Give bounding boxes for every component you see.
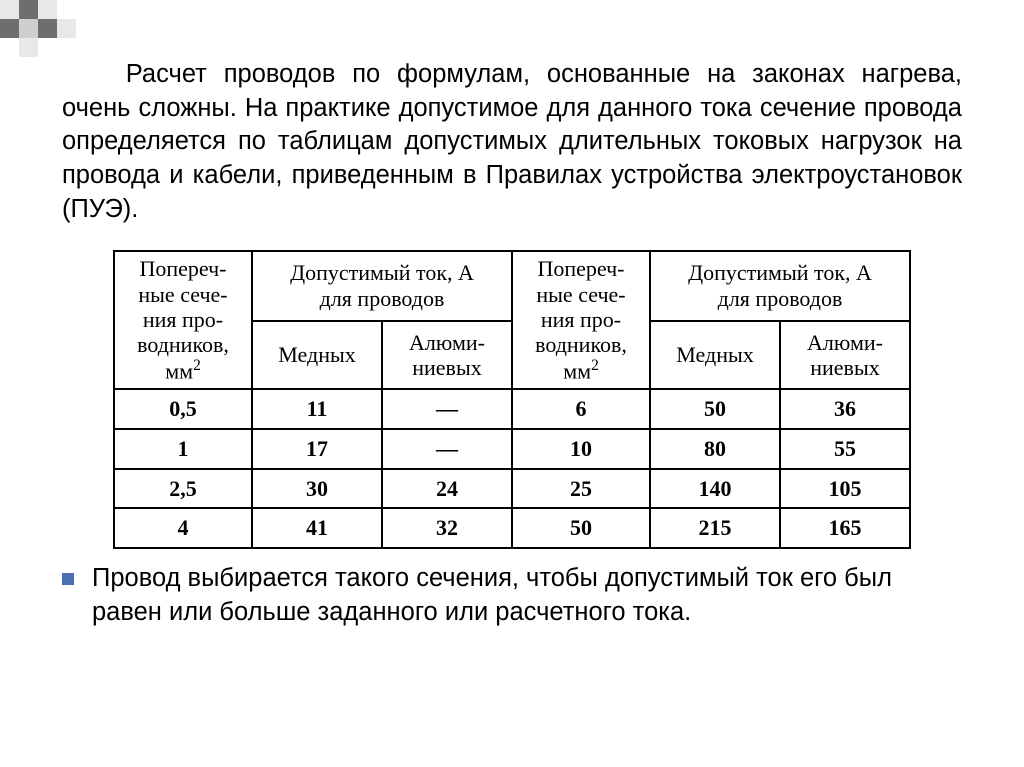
table-row: 4413250215165 — [114, 508, 910, 548]
table-cell: 32 — [382, 508, 512, 548]
decor-square — [19, 38, 38, 57]
bullet-item: Провод выбирается такого сечения, чтобы … — [62, 562, 962, 629]
table-cell: 50 — [650, 389, 780, 429]
table-cell: 11 — [252, 389, 382, 429]
col-current-left: Допустимый ток, А для проводов — [252, 251, 512, 321]
table-cell: — — [382, 389, 512, 429]
table-cell: 50 — [512, 508, 650, 548]
table-cell: 25 — [512, 469, 650, 509]
table-row: 117—108055 — [114, 429, 910, 469]
table-cell: 10 — [512, 429, 650, 469]
table-cell: 55 — [780, 429, 910, 469]
table-cell: 2,5 — [114, 469, 252, 509]
intro-paragraph: Расчет проводов по формулам, основанные … — [62, 58, 962, 226]
table-cell: 24 — [382, 469, 512, 509]
table-cell: 17 — [252, 429, 382, 469]
table-cell: 140 — [650, 469, 780, 509]
col-copper-left: Медных — [252, 321, 382, 389]
decor-square — [0, 19, 19, 38]
col-alum-left: Алюми-ниевых — [382, 321, 512, 389]
decor-square — [19, 0, 38, 19]
wire-current-table: Попереч- ные сече- ния про- водников, мм… — [113, 250, 911, 549]
square-bullet-icon — [62, 573, 74, 585]
decor-square — [38, 19, 57, 38]
table-cell: 6 — [512, 389, 650, 429]
table-row: 2,5302425140105 — [114, 469, 910, 509]
table-cell: 0,5 — [114, 389, 252, 429]
slide-content: Расчет проводов по формулам, основанные … — [0, 0, 1024, 629]
decor-square — [19, 19, 38, 38]
decor-square — [0, 0, 19, 19]
col-copper-right: Медных — [650, 321, 780, 389]
col-alum-right: Алюми-ниевых — [780, 321, 910, 389]
table-cell: 80 — [650, 429, 780, 469]
col-current-right: Допустимый ток, А для проводов — [650, 251, 910, 321]
table-cell: 215 — [650, 508, 780, 548]
table-cell: 105 — [780, 469, 910, 509]
bullet-list: Провод выбирается такого сечения, чтобы … — [62, 562, 962, 629]
table-cell: 1 — [114, 429, 252, 469]
table-body: 0,511—65036117—1080552,53024251401054413… — [114, 389, 910, 548]
table-cell: 165 — [780, 508, 910, 548]
table-cell: 30 — [252, 469, 382, 509]
bullet-text: Провод выбирается такого сечения, чтобы … — [92, 562, 962, 629]
table-row: 0,511—65036 — [114, 389, 910, 429]
table-cell: 41 — [252, 508, 382, 548]
slide-decor — [0, 0, 80, 60]
decor-square — [57, 19, 76, 38]
table-container: Попереч- ные сече- ния про- водников, мм… — [62, 250, 962, 534]
table-cell: — — [382, 429, 512, 469]
decor-square — [38, 0, 57, 19]
table-cell: 36 — [780, 389, 910, 429]
col-cross-section-left: Попереч- ные сече- ния про- водников, мм… — [114, 251, 252, 389]
table-cell: 4 — [114, 508, 252, 548]
col-cross-section-right: Попереч- ные сече- ния про- водников, мм… — [512, 251, 650, 389]
